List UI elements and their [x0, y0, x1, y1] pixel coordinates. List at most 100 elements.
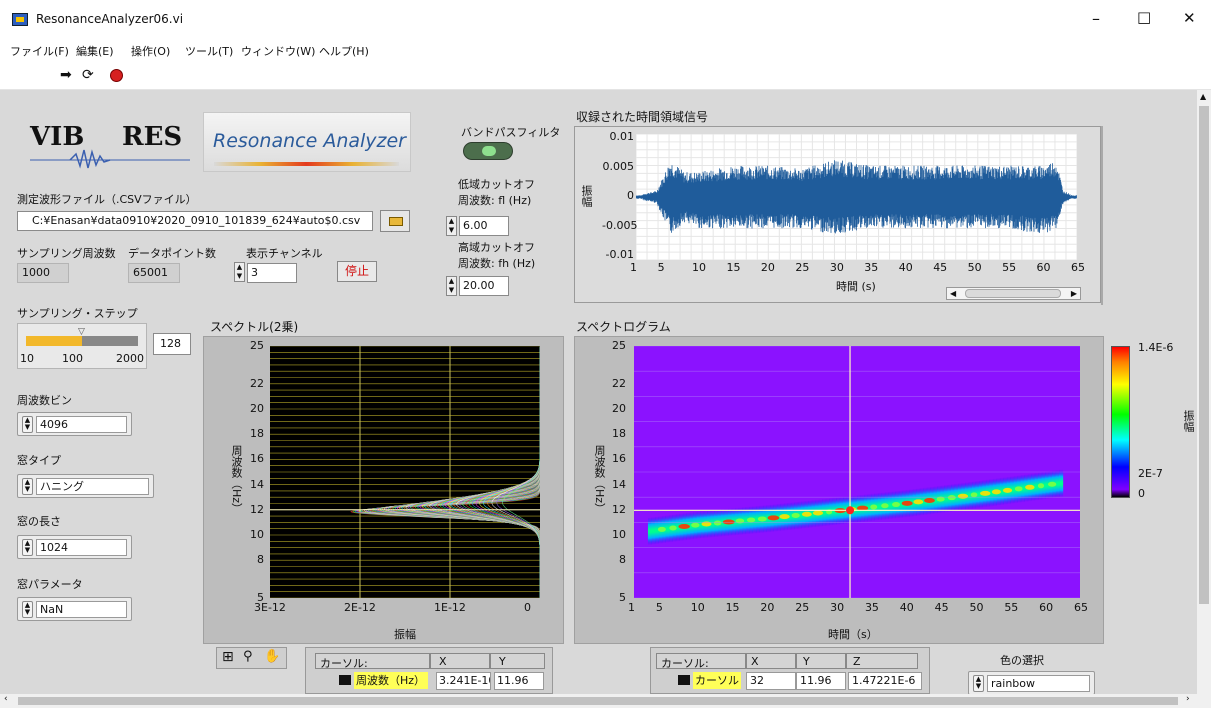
cursor1-y-value[interactable]: 11.96: [494, 672, 544, 690]
time-ytick-3: -0.005: [602, 218, 638, 232]
freq-bin-value[interactable]: 4096: [36, 416, 127, 433]
spectrum-ytick-2: 20: [250, 402, 264, 415]
window-param-label: 窓パラメータ: [17, 578, 83, 591]
cursor1-header: カーソル:: [320, 657, 368, 670]
spectrum-xtick-1: 2E-12: [344, 601, 376, 614]
time-xtick-13: 65: [1071, 261, 1085, 274]
spectrogram-ytick-3: 18: [612, 427, 626, 441]
sampling-step-label: サンプリング・ステップ: [17, 307, 138, 320]
window-type-control[interactable]: ▲ ▼ ハニング: [17, 474, 154, 498]
menu-operate[interactable]: 操作(O): [131, 45, 171, 58]
spectrogram-title: スペクトログラム: [576, 320, 671, 334]
file-path-field[interactable]: C:¥Enasan¥data0910¥2020_0910_101839_624¥…: [17, 211, 373, 231]
window-param-control[interactable]: ▲ ▼ NaN: [17, 597, 132, 621]
time-chart-plot[interactable]: [636, 134, 1077, 260]
spectrogram-ytick-8: 8: [619, 553, 626, 567]
stop-button[interactable]: 停止: [337, 261, 377, 282]
spectrogram-xtick-10: 50: [969, 601, 984, 614]
spectrum-xtick-0: 3E-12: [254, 601, 286, 614]
cursor1-x-value[interactable]: 3.241E-10: [436, 672, 491, 690]
window-length-value[interactable]: 1024: [36, 539, 127, 556]
spectrogram-xtick-1: 5: [655, 601, 663, 614]
cursor2-style-icon[interactable]: [678, 675, 690, 685]
cursor1-style-icon[interactable]: [339, 675, 351, 685]
cursor2-y-value[interactable]: 11.96: [796, 672, 846, 690]
file-label: 測定波形ファイル（.CSVファイル）: [17, 193, 197, 206]
cursor2-header: カーソル:: [661, 657, 709, 670]
close-button[interactable]: ✕: [1183, 9, 1196, 27]
colorbar-mid: 2E-7: [1138, 467, 1163, 480]
sampling-step-slider[interactable]: ▽ 10 100 2000: [17, 323, 147, 369]
color-select-control[interactable]: ▲ ▼ rainbow: [968, 671, 1095, 694]
low-cutoff-label-1: 低域カットオフ: [458, 178, 535, 191]
abort-icon[interactable]: [110, 69, 123, 82]
sampling-step-value[interactable]: 128: [153, 333, 191, 355]
spectrogram-ylabel: 周波数（Hz）: [593, 445, 606, 515]
display-channel-value[interactable]: 3: [247, 263, 297, 283]
spectrogram-xtick-8: 40: [899, 601, 914, 614]
spectrogram-ytick-7: 10: [612, 528, 626, 541]
bandpass-label: バンドパスフィルタ: [461, 126, 561, 139]
high-cutoff-spinner[interactable]: ▲ ▼: [446, 276, 457, 296]
window-length-control[interactable]: ▲ ▼ 1024: [17, 535, 132, 559]
spectrogram-xtick-5: 25: [795, 601, 810, 614]
color-select-label: 色の選択: [1000, 654, 1044, 667]
low-cutoff-value[interactable]: 6.00: [459, 216, 509, 236]
vibres-logo: VIB RES: [30, 122, 190, 172]
scroll-right-arrow-icon: ›: [1186, 694, 1190, 704]
bandpass-toggle[interactable]: [463, 142, 513, 160]
window-type-value[interactable]: ハニング: [36, 478, 149, 495]
minimize-button[interactable]: –: [1092, 9, 1100, 28]
display-channel-spinner[interactable]: ▲ ▼: [234, 262, 245, 282]
low-cutoff-spinner[interactable]: ▲ ▼: [446, 216, 457, 236]
cursor2-x-header: X: [751, 655, 759, 668]
spectrum-xtick-2: 1E-12: [434, 601, 466, 614]
cursor2-z-value[interactable]: 1.47221E-6: [848, 672, 922, 690]
low-cutoff-label-2: 周波数: fl (Hz): [458, 194, 532, 207]
high-cutoff-value[interactable]: 20.00: [459, 276, 509, 296]
high-cutoff-label-2: 周波数: fh (Hz): [458, 257, 536, 270]
cursor2-x-value[interactable]: 32: [746, 672, 796, 690]
window-type-label: 窓タイプ: [17, 454, 61, 467]
zoom-icon: ⚲: [243, 649, 253, 664]
graph-palette[interactable]: ⊞ ⚲ ✋: [216, 647, 287, 669]
spectrum-cursor-legend: カーソル: X Y 周波数（Hz） 3.241E-10 11.96: [305, 647, 553, 694]
menu-edit[interactable]: 編集(E): [76, 45, 114, 58]
spectrum-ytick-7: 10: [250, 528, 264, 541]
spectrogram-xtick-2: 10: [690, 601, 705, 614]
resonance-analyzer-banner: Resonance Analyzer: [203, 112, 411, 172]
maximize-button[interactable]: □: [1137, 8, 1152, 26]
time-xtick-9: 45: [933, 261, 948, 274]
cursor1-name[interactable]: 周波数（Hz）: [354, 672, 428, 689]
browse-folder-button[interactable]: [380, 210, 410, 232]
run-arrow-icon[interactable]: ➡: [60, 67, 72, 83]
color-select-value[interactable]: rainbow: [987, 675, 1090, 692]
run-continuous-icon[interactable]: ⟳: [82, 67, 94, 83]
time-xtick-12: 60: [1036, 261, 1051, 274]
vertical-scrollbar[interactable]: ▲: [1197, 90, 1211, 694]
spectrogram-ytick-4: 16: [612, 452, 626, 466]
cursor2-name[interactable]: カーソル: [693, 672, 741, 689]
time-chart-title: 収録された時間領域信号: [576, 110, 709, 124]
sampling-rate-label: サンプリング周波数: [17, 247, 116, 260]
menu-window[interactable]: ウィンドウ(W): [241, 45, 316, 58]
scroll-right-icon: ▶: [1070, 289, 1077, 298]
window-param-value[interactable]: NaN: [36, 601, 127, 618]
menu-tools[interactable]: ツール(T): [185, 45, 234, 58]
spectrum-plot[interactable]: [270, 346, 540, 598]
menu-file[interactable]: ファイル(F): [10, 45, 69, 58]
freq-bin-control[interactable]: ▲ ▼ 4096: [17, 412, 132, 436]
sampling-rate-value: 1000: [17, 263, 69, 283]
colorbar-min: 0: [1138, 487, 1145, 500]
menu-help[interactable]: ヘルプ(H): [319, 45, 369, 58]
time-ytick-1: 0.005: [602, 159, 635, 173]
colorbar[interactable]: [1111, 346, 1130, 498]
cursor2-y-header: Y: [803, 655, 810, 668]
time-chart-scrollbar[interactable]: ◀ ▶: [946, 287, 1081, 300]
slider-thumb-icon[interactable]: ▽: [78, 327, 85, 337]
horizontal-scrollbar[interactable]: ‹ ›: [0, 694, 1211, 708]
spectrum-ytick-6: 12: [250, 502, 264, 516]
spectrogram-plot[interactable]: [634, 346, 1080, 598]
time-ytick-0: 0.01: [609, 130, 635, 143]
spectrogram-xtick-7: 35: [864, 601, 879, 614]
